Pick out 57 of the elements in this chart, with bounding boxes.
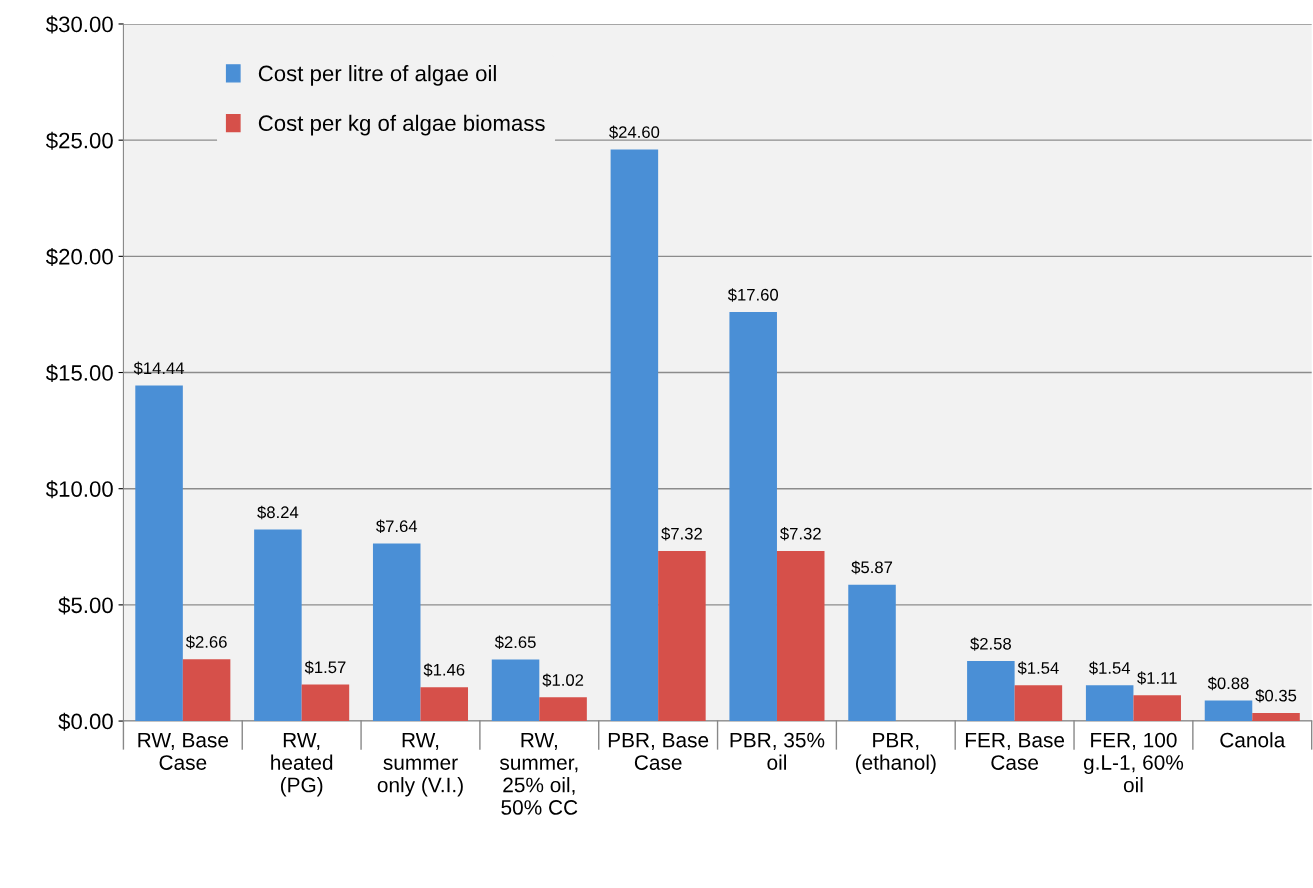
- bar: [420, 687, 469, 722]
- data-label: $1.11: [1137, 671, 1177, 685]
- y-tick-label: $0.00: [58, 712, 113, 731]
- y-tick-label: $20.00: [45, 247, 113, 266]
- y-tick-label: $5.00: [58, 596, 113, 615]
- bar: [967, 661, 1015, 722]
- bar: [491, 659, 540, 722]
- data-label: $7.32: [780, 527, 821, 541]
- data-label: $14.44: [133, 361, 185, 376]
- bar: [1014, 685, 1063, 722]
- bar: [1085, 685, 1134, 722]
- bar: [729, 312, 777, 722]
- data-label: $1.54: [1017, 661, 1059, 675]
- x-tick-label: PBR, Base Case: [608, 732, 709, 770]
- x-tick-label: PBR, 35% oil: [730, 732, 825, 770]
- bar: [658, 550, 706, 722]
- bar: [1133, 695, 1181, 722]
- y-tick-label: $25.00: [45, 131, 113, 150]
- y-tick-label: $15.00: [45, 364, 113, 383]
- legend-label: Cost per kg of algae biomass: [258, 114, 545, 136]
- legend-label: Cost per litre of algae oil: [258, 65, 496, 86]
- data-label: $0.35: [1255, 688, 1297, 703]
- data-label: $24.60: [609, 125, 660, 140]
- bar: [135, 385, 183, 722]
- bar: [539, 697, 587, 722]
- data-label: $1.02: [542, 673, 584, 687]
- bar: [372, 543, 421, 722]
- data-label: $2.58: [970, 637, 1011, 651]
- data-label: $1.46: [423, 663, 465, 677]
- data-label: $5.87: [851, 560, 893, 575]
- data-label: $2.66: [185, 635, 227, 649]
- bar: [182, 659, 231, 722]
- x-tick-label: PBR, (ethanol): [855, 732, 936, 775]
- x-tick-label: Canola: [1220, 732, 1286, 748]
- data-label: $8.24: [257, 505, 299, 520]
- x-tick-label: FER, 100 g.L-1, 60% oil: [1083, 732, 1184, 793]
- bar: [301, 684, 350, 722]
- data-label: $7.32: [661, 527, 702, 541]
- x-tick-label: FER, Base Case: [965, 732, 1065, 770]
- bar: [1252, 712, 1300, 722]
- bar: [1204, 700, 1253, 722]
- bar: [254, 529, 302, 722]
- y-tick-label: $10.00: [45, 480, 113, 499]
- x-tick-label: RW, heated (PG): [271, 732, 333, 797]
- x-tick-label: RW, Base Case: [138, 732, 229, 770]
- data-label: $1.57: [304, 660, 346, 675]
- bar: [610, 149, 659, 722]
- data-label: $17.60: [727, 288, 779, 302]
- bar: [848, 584, 896, 722]
- bar: [776, 550, 825, 722]
- x-tick-label: RW, summer, 25% oil, 50% CC: [499, 732, 578, 815]
- data-label: $7.64: [376, 519, 418, 534]
- data-label: $1.54: [1089, 661, 1131, 675]
- data-label: $2.65: [494, 635, 536, 650]
- data-label: $0.88: [1207, 676, 1249, 691]
- x-tick-label: RW, summer only (V.I.): [377, 732, 463, 797]
- y-tick-label: $30.00: [45, 15, 113, 34]
